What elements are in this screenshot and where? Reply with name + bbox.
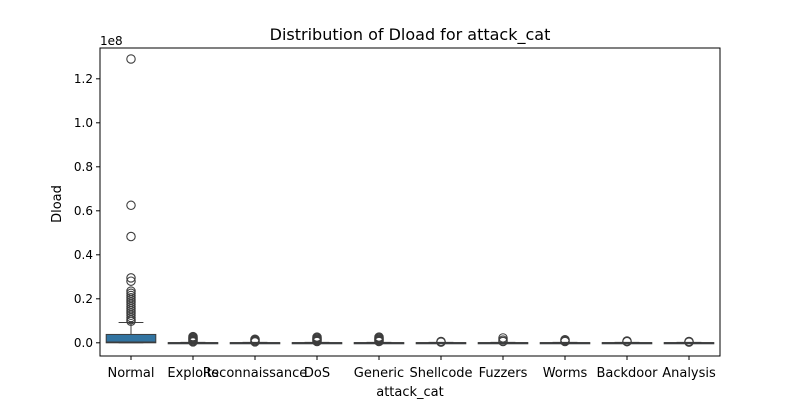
outlier-point <box>126 54 136 64</box>
box-backdoor <box>601 336 653 347</box>
outlier-point <box>374 336 384 347</box>
box-analysis <box>663 336 715 347</box>
y-axis-ticks: 0.0 0.2 0.4 0.6 0.8 1.0 1.2 <box>74 72 100 350</box>
y-tick-label: 0.0 <box>74 336 93 350</box>
outlier-point <box>560 336 570 347</box>
x-tick-label-reconnaissance: Reconnaissance <box>203 366 308 381</box>
x-tick-label-fuzzers: Fuzzers <box>479 366 528 381</box>
x-tick-label-exploits: Exploits <box>167 366 218 381</box>
outlier-point <box>126 200 136 211</box>
box-shellcode <box>415 336 467 347</box>
box-series <box>105 54 715 347</box>
y-tick-label: 1.2 <box>74 72 93 86</box>
chart-title: Distribution of Dload for attack_cat <box>270 25 551 45</box>
x-tick-label-dos: DoS <box>304 366 330 381</box>
outlier-point <box>498 336 508 347</box>
outlier-point <box>684 337 694 347</box>
y-tick-label: 0.8 <box>74 160 93 174</box>
outlier-point <box>312 336 322 347</box>
outlier-point <box>436 337 446 347</box>
x-tick-label-backdoor: Backdoor <box>596 366 658 381</box>
outlier-point <box>250 337 260 347</box>
outlier-point <box>126 316 136 326</box>
x-tick-label-analysis: Analysis <box>662 366 716 381</box>
outlier-point <box>622 336 632 347</box>
outlier-point <box>188 337 198 347</box>
box-normal <box>105 54 157 344</box>
x-tick-label-shellcode: Shellcode <box>409 366 472 381</box>
plot-area-frame <box>99 47 721 357</box>
box-exploits <box>167 331 219 347</box>
iqr-box <box>105 333 157 344</box>
y-tick-label: 1.0 <box>74 116 93 130</box>
outlier-point <box>126 276 136 286</box>
y-tick-label: 0.6 <box>74 204 93 218</box>
box-generic <box>353 332 405 347</box>
box-fuzzers <box>477 333 529 347</box>
y-axis-label: Dload <box>50 185 65 223</box>
outlier-point <box>126 273 136 283</box>
y-tick-label: 0.2 <box>74 292 93 306</box>
y-tick-label: 0.4 <box>74 248 93 262</box>
box-worms <box>539 334 591 347</box>
x-tick-label-worms: Worms <box>543 366 588 381</box>
outlier-point <box>126 231 136 242</box>
box-dos <box>291 332 343 347</box>
x-tick-label-normal: Normal <box>107 366 154 381</box>
box-reconnaissance <box>229 334 281 347</box>
y-axis-scale-label: 1e8 <box>100 34 123 48</box>
x-axis-label: attack_cat <box>376 385 444 400</box>
x-tick-label-generic: Generic <box>354 366 404 381</box>
